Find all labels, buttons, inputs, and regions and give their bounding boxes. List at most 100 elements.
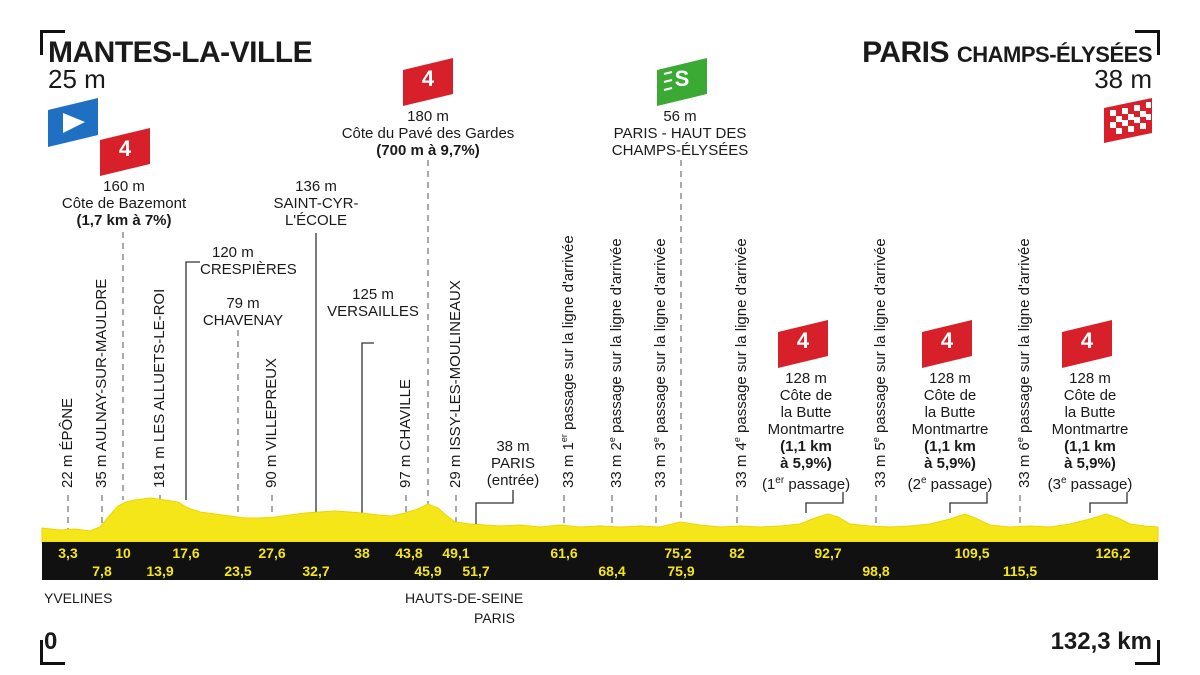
climb-flag-icon [100, 128, 150, 176]
climb-altitude: 128 m [785, 370, 827, 387]
vertical-label: 181 m LES ALLUETS-LE-ROI [151, 288, 168, 488]
label-part: 33 m 1 [560, 442, 577, 488]
passage-suffix: er [775, 475, 785, 486]
label-part: passage sur la ligne d'arrivée [1016, 238, 1033, 438]
climb-detail: à 5,9%) [924, 455, 976, 472]
label-part: passage sur la ligne d'arrivée [560, 235, 577, 435]
label-part: 33 m 2 [608, 442, 625, 488]
climb-label-pave-des-gardes: 180 m Côte du Pavé des Gardes (700 m à 9… [318, 108, 538, 159]
km-marker: 75,2 [664, 545, 692, 561]
corner-bottom-left [40, 640, 65, 665]
vertical-label: 33 m 4e passage sur la ligne d'arrivée [729, 238, 750, 488]
corner-bottom-right [1135, 640, 1160, 665]
finish-km: 132,3 km [1050, 628, 1152, 655]
climb-name: Côte de [779, 387, 833, 404]
label-part: passage sur la ligne d'arrivée [733, 238, 750, 438]
label-part: 33 m 6 [1016, 442, 1033, 488]
climb-category: 4 [421, 66, 435, 91]
km-marker: 98,8 [862, 563, 890, 579]
km-band [42, 542, 1158, 580]
passage-text: passage) [926, 476, 993, 493]
vertical-label: 35 m AULNAY-SUR-MAULDRE [93, 278, 110, 488]
region-paris: PARIS [474, 610, 515, 626]
climb-name: Côte de [1063, 387, 1117, 404]
start-altitude: 25 m [48, 64, 106, 94]
vertical-label: 33 m 3e passage sur la ligne d'arrivée [648, 238, 669, 488]
place-name: CHAVENAY [202, 312, 284, 329]
km-marker: 27,6 [258, 545, 286, 561]
label-sup: e [607, 437, 617, 443]
climb-flag-icon [403, 58, 453, 106]
vertical-label: 33 m 6e passage sur la ligne d'arrivée [1012, 238, 1033, 488]
climb-label-montmartre-3: 128 m Côte de la Butte Montmartre (1,1 k… [1030, 370, 1150, 493]
km-marker: 13,9 [146, 563, 174, 579]
passage-suffix: e [1060, 475, 1067, 486]
km-marker: 45,9 [414, 563, 442, 579]
passage-number: (3 [1047, 476, 1061, 493]
climb-detail: (1,1 km [1064, 438, 1116, 455]
climb-passage: (3e passage) [1030, 472, 1150, 493]
region-yvelines: YVELINES [44, 590, 113, 606]
km-marker: 51,7 [462, 563, 490, 579]
passage-suffix: e [920, 475, 927, 486]
place-altitude: 79 m [226, 295, 260, 312]
label-sup: e [1015, 437, 1025, 443]
climb-detail: (1,1 km [780, 438, 832, 455]
place-altitude: 120 m [212, 244, 254, 261]
sprint-name-line2: CHAMPS-ÉLYSÉES [611, 142, 749, 159]
label-part: 33 m 3 [652, 442, 669, 488]
climb-passage: (2e passage) [890, 472, 1010, 493]
place-label-saint-cyr: 136 m SAINT-CYR- L'ÉCOLE [266, 178, 366, 229]
climb-detail: à 5,9%) [780, 455, 832, 472]
place-altitude: 125 m [352, 286, 394, 303]
climb-name: la Butte [1064, 404, 1116, 421]
place-label-paris-entree: 38 m PARIS (entrée) [468, 438, 558, 489]
place-label-crespieres: 120 m CRESPIÈRES [200, 244, 310, 278]
climb-passage: (1er passage) [746, 472, 866, 493]
elevation-profile [41, 497, 1159, 543]
sprint-category: S [674, 66, 690, 91]
label-sup: e [651, 437, 661, 443]
vertical-label: 90 m VILLEPREUX [263, 357, 280, 488]
climb-altitude: 128 m [929, 370, 971, 387]
passage-text: passage) [784, 476, 851, 493]
label-part: passage sur la ligne d'arrivée [872, 238, 889, 438]
place-label-versailles: 125 m VERSAILLES [318, 286, 428, 320]
finish-town: PARIS CHAMPS-ÉLYSÉES [862, 38, 1152, 68]
km-marker: 82 [729, 545, 745, 561]
passage-number: (1 [761, 476, 776, 493]
vertical-label: 22 m ÉPÔNE [59, 397, 76, 488]
climb-detail: à 5,9%) [1064, 455, 1116, 472]
corner-top-right [1135, 30, 1160, 55]
finish-altitude: 38 m [1094, 64, 1152, 94]
km-marker: 3,3 [58, 545, 78, 561]
km-marker: 92,7 [814, 545, 842, 561]
km-marker: 32,7 [302, 563, 330, 579]
climb-flag-icon [922, 320, 972, 368]
sprint-altitude: 56 m [663, 108, 697, 125]
vertical-label: 33 m 5e passage sur la ligne d'arrivée [868, 238, 889, 488]
km-marker: 7,8 [92, 563, 112, 579]
vertical-label: 33 m 1er passage sur la ligne d'arrivée [556, 235, 577, 488]
climb-category: 4 [118, 136, 132, 161]
vertical-label: 29 m ISSY-LES-MOULINEAUX [447, 280, 464, 488]
km-marker: 61,6 [550, 545, 578, 561]
climb-name: la Butte [780, 404, 832, 421]
km-marker: 75,9 [667, 563, 695, 579]
start-flag-icon [48, 98, 98, 147]
km-marker: 115,5 [1002, 563, 1038, 579]
climb-altitude: 160 m [103, 178, 145, 195]
vertical-label: 33 m 2e passage sur la ligne d'arrivée [604, 238, 625, 488]
climb-name: Montmartre [767, 421, 845, 438]
place-label-chavenay: 79 m CHAVENAY [188, 295, 298, 329]
climb-detail: (1,7 km à 7%) [76, 212, 172, 229]
start-km: 0 [44, 628, 58, 655]
finish-flag-icon [1104, 98, 1152, 143]
place-altitude: 38 m [496, 438, 530, 455]
place-name: PARIS [491, 455, 535, 472]
sprint-label: 56 m PARIS - HAUT DES CHAMPS-ÉLYSÉES [600, 108, 760, 159]
region-hauts-de-seine: HAUTS-DE-SEINE [405, 590, 524, 606]
km-marker: 68,4 [598, 563, 626, 579]
finish-town-sub: CHAMPS-ÉLYSÉES [956, 42, 1153, 67]
